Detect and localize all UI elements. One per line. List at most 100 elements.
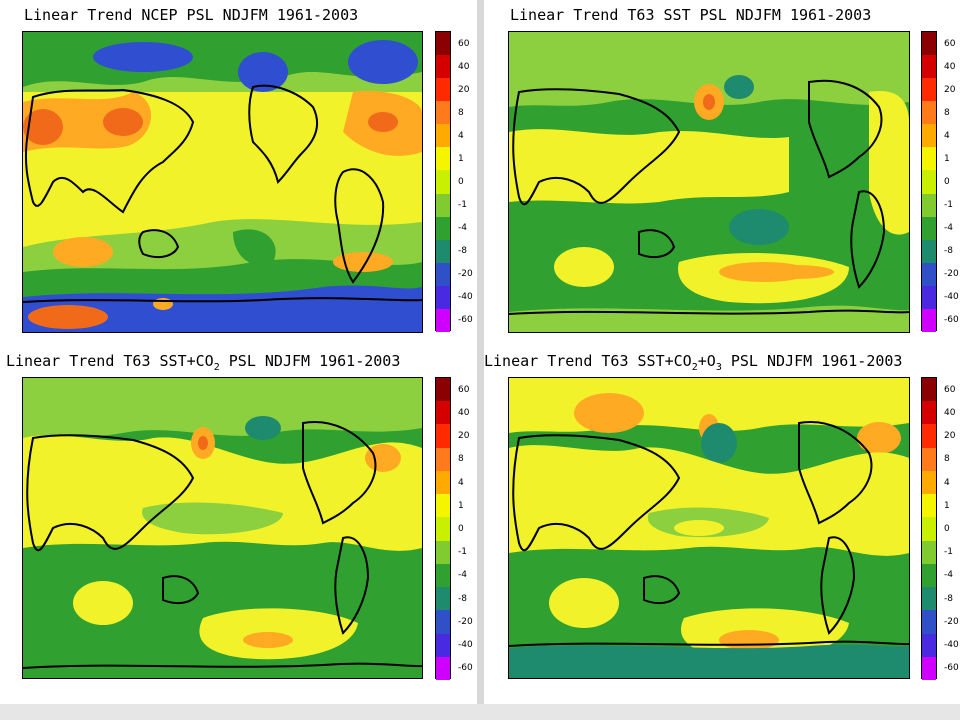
colorbar-swatch: [436, 78, 450, 102]
map-t63-sst-co2-o3: [508, 377, 910, 679]
colorbar-swatch: [922, 262, 936, 286]
colorbar: 60 40 20 8 4 1 0 -1 -4 -8 -20 -40 -60: [435, 377, 473, 680]
colorbar-label: 8: [458, 107, 464, 118]
colorbar-label: 8: [944, 107, 950, 118]
colorbar-label: -8: [458, 246, 467, 257]
colorbar-swatch: [436, 147, 450, 171]
colorbar-label: 60: [944, 384, 956, 395]
colorbar-swatch: [922, 494, 936, 518]
colorbar-label: -60: [458, 315, 473, 326]
colorbar-swatch: [922, 633, 936, 657]
colorbar-swatch: [922, 656, 936, 680]
colorbar-swatch: [922, 401, 936, 425]
colorbar-label: 4: [458, 130, 464, 141]
colorbar-label: 1: [944, 153, 950, 164]
title-text: Linear Trend NCEP PSL NDJFM 1961-2003: [24, 6, 359, 24]
colorbar-label: -60: [458, 663, 473, 674]
colorbar-swatch: [436, 262, 450, 286]
colorbar-label: -20: [944, 616, 959, 627]
colorbar-swatch: [436, 378, 450, 402]
colorbar-label: -20: [458, 269, 473, 280]
panel-title: Linear Trend T63 SST+CO2+O3 PSL NDJFM 19…: [484, 352, 902, 373]
colorbar-swatch: [922, 216, 936, 240]
colorbar-label: 1: [944, 500, 950, 511]
colorbar: 60 40 20 8 4 1 0 -1 -4 -8 -20 -40 -60: [921, 31, 959, 332]
title-subscript: 2: [213, 362, 220, 373]
colorbar-label: -1: [944, 200, 953, 211]
colorbar-swatch: [436, 517, 450, 541]
colorbar-label: 4: [944, 477, 950, 488]
colorbar-label: -4: [944, 570, 953, 581]
colorbar-swatch: [436, 32, 450, 56]
colorbar-swatch: [922, 447, 936, 471]
colorbar-label: 20: [458, 84, 470, 95]
colorbar: 60 40 20 8 4 1 0 -1 -4 -8 -20 -40 -60: [921, 377, 959, 680]
colorbar-swatch: [436, 656, 450, 680]
panel-t63-sst-co2-o3: Linear Trend T63 SST+CO2+O3 PSL NDJFM 19…: [484, 348, 960, 704]
map-ncep: [22, 31, 423, 333]
colorbar-label: 0: [944, 177, 950, 187]
map-t63-sst: [508, 31, 910, 333]
colorbar-label: -4: [944, 223, 953, 234]
colorbar-label: -60: [944, 315, 959, 326]
colorbar-label: 40: [944, 407, 956, 418]
colorbar-swatch: [922, 170, 936, 194]
colorbar-swatch: [436, 563, 450, 588]
colorbar-swatch: [922, 78, 936, 102]
colorbar-swatch: [436, 610, 450, 634]
colorbar-label: 1: [458, 153, 464, 164]
colorbar-swatch: [922, 540, 936, 564]
contour-map: [23, 378, 422, 678]
contour-map: [23, 32, 422, 332]
colorbar-label: 60: [458, 384, 470, 395]
colorbar-swatch: [436, 216, 450, 240]
colorbar-label: -40: [944, 292, 959, 303]
colorbar-swatch: [922, 193, 936, 217]
colorbar-swatch: [922, 285, 936, 309]
colorbar-swatch: [922, 308, 936, 332]
title-text: Linear Trend T63 SST+CO: [6, 352, 214, 370]
colorbar-label: -20: [944, 269, 959, 280]
colorbar-swatch: [922, 563, 936, 588]
title-text: Linear Trend T63 SST PSL NDJFM 1961-2003: [510, 6, 872, 24]
panel-title: Linear Trend T63 SST+CO2 PSL NDJFM 1961-…: [6, 352, 400, 373]
panel-ncep: Linear Trend NCEP PSL NDJFM 1961-2003: [0, 0, 477, 352]
colorbar-label: -40: [458, 292, 473, 303]
title-subscript: 2: [691, 362, 698, 373]
contour-map: [509, 32, 909, 332]
panel-t63-sst-co2: Linear Trend T63 SST+CO2 PSL NDJFM 1961-…: [0, 348, 477, 704]
colorbar-label: -40: [458, 640, 473, 651]
colorbar-label: 0: [458, 177, 464, 187]
colorbar-label: 60: [944, 38, 956, 49]
colorbar-swatch: [436, 424, 450, 448]
colorbar-label: 40: [458, 407, 470, 418]
map-t63-sst-co2: [22, 377, 423, 679]
colorbar-swatch: [922, 470, 936, 495]
colorbar-label: 0: [944, 524, 950, 534]
colorbar-label: -20: [458, 616, 473, 627]
colorbar-label: 4: [944, 130, 950, 141]
colorbar-label: 20: [944, 431, 956, 442]
bottom-band: [0, 704, 960, 720]
colorbar-label: 60: [458, 38, 470, 49]
colorbar-label: -8: [458, 593, 467, 604]
colorbar-swatch: [436, 55, 450, 79]
colorbar-label: 40: [458, 61, 470, 72]
colorbar-label: 0: [458, 524, 464, 534]
colorbar-swatch: [436, 494, 450, 518]
colorbar-swatch: [436, 633, 450, 657]
colorbar-label: 40: [944, 61, 956, 72]
colorbar-label: 20: [944, 84, 956, 95]
colorbar-label: 8: [458, 454, 464, 465]
panel-divider: [477, 0, 484, 704]
colorbar-swatch: [436, 540, 450, 564]
colorbar-swatch: [436, 170, 450, 194]
contour-map: [509, 378, 909, 678]
colorbar-label: -60: [944, 663, 959, 674]
title-subscript: 3: [715, 362, 722, 373]
panel-t63-sst: Linear Trend T63 SST PSL NDJFM 1961-2003: [484, 0, 960, 352]
colorbar-label: -8: [944, 246, 953, 257]
colorbar: 60 40 20 8 4 1 0 -1 -4 -8 -20 -40 -60: [435, 31, 473, 332]
title-text: Linear Trend T63 SST+CO: [484, 352, 692, 370]
colorbar-label: -1: [458, 200, 467, 211]
